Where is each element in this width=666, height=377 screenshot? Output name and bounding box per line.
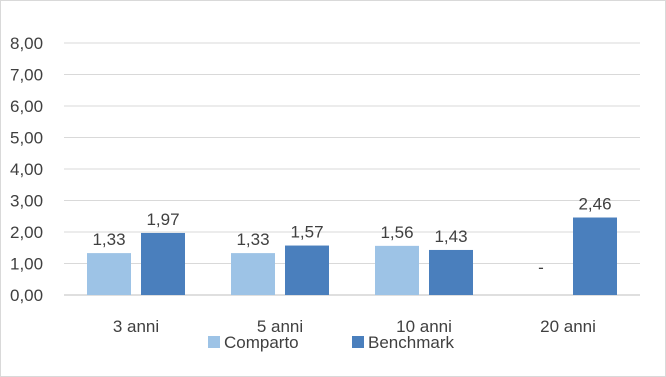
bar-comparto-3-anni [87, 253, 131, 295]
legend-label-comparto: Comparto [224, 333, 299, 352]
y-tick-label: 8,00 [10, 34, 43, 53]
legend-swatch-benchmark [352, 336, 364, 348]
legend-swatch-comparto [208, 336, 220, 348]
bars [87, 217, 617, 295]
x-axis-ticks: 3 anni 5 anni 10 anni 20 anni [113, 317, 596, 336]
x-tick-label: 3 anni [113, 317, 159, 336]
data-labels: 1,33 1,97 1,33 1,57 1,56 1,43 - 2,46 [92, 195, 611, 277]
y-tick-label: 3,00 [10, 192, 43, 211]
bar-comparto-10-anni [375, 245, 419, 295]
y-tick-label: 6,00 [10, 97, 43, 116]
x-tick-label: 20 anni [540, 317, 596, 336]
x-tick-label: 5 anni [257, 317, 303, 336]
data-label: 1,33 [92, 230, 125, 249]
bar-benchmark-20-anni [573, 217, 617, 295]
bar-benchmark-10-anni [429, 249, 473, 295]
y-tick-label: 1,00 [10, 255, 43, 274]
bar-benchmark-5-anni [285, 245, 329, 295]
data-label: 1,43 [434, 227, 467, 246]
data-label: 1,57 [290, 223, 323, 242]
y-tick-label: 7,00 [10, 66, 43, 85]
data-label: 2,46 [578, 195, 611, 214]
y-axis-ticks: 0,00 1,00 2,00 3,00 4,00 5,00 6,00 7,00 8,00 [10, 34, 43, 305]
x-tick-label: 10 anni [396, 317, 452, 336]
data-label: 1,97 [146, 210, 179, 229]
legend-label-benchmark: Benchmark [368, 333, 454, 352]
data-label: - [538, 258, 544, 277]
y-tick-label: 4,00 [10, 160, 43, 179]
y-tick-label: 5,00 [10, 129, 43, 148]
bar-comparto-5-anni [231, 253, 275, 295]
data-label: 1,56 [380, 223, 413, 242]
data-label: 1,33 [236, 230, 269, 249]
y-tick-label: 0,00 [10, 286, 43, 305]
legend: Comparto Benchmark [208, 333, 454, 352]
y-tick-label: 2,00 [10, 223, 43, 242]
bar-benchmark-3-anni [141, 232, 185, 295]
